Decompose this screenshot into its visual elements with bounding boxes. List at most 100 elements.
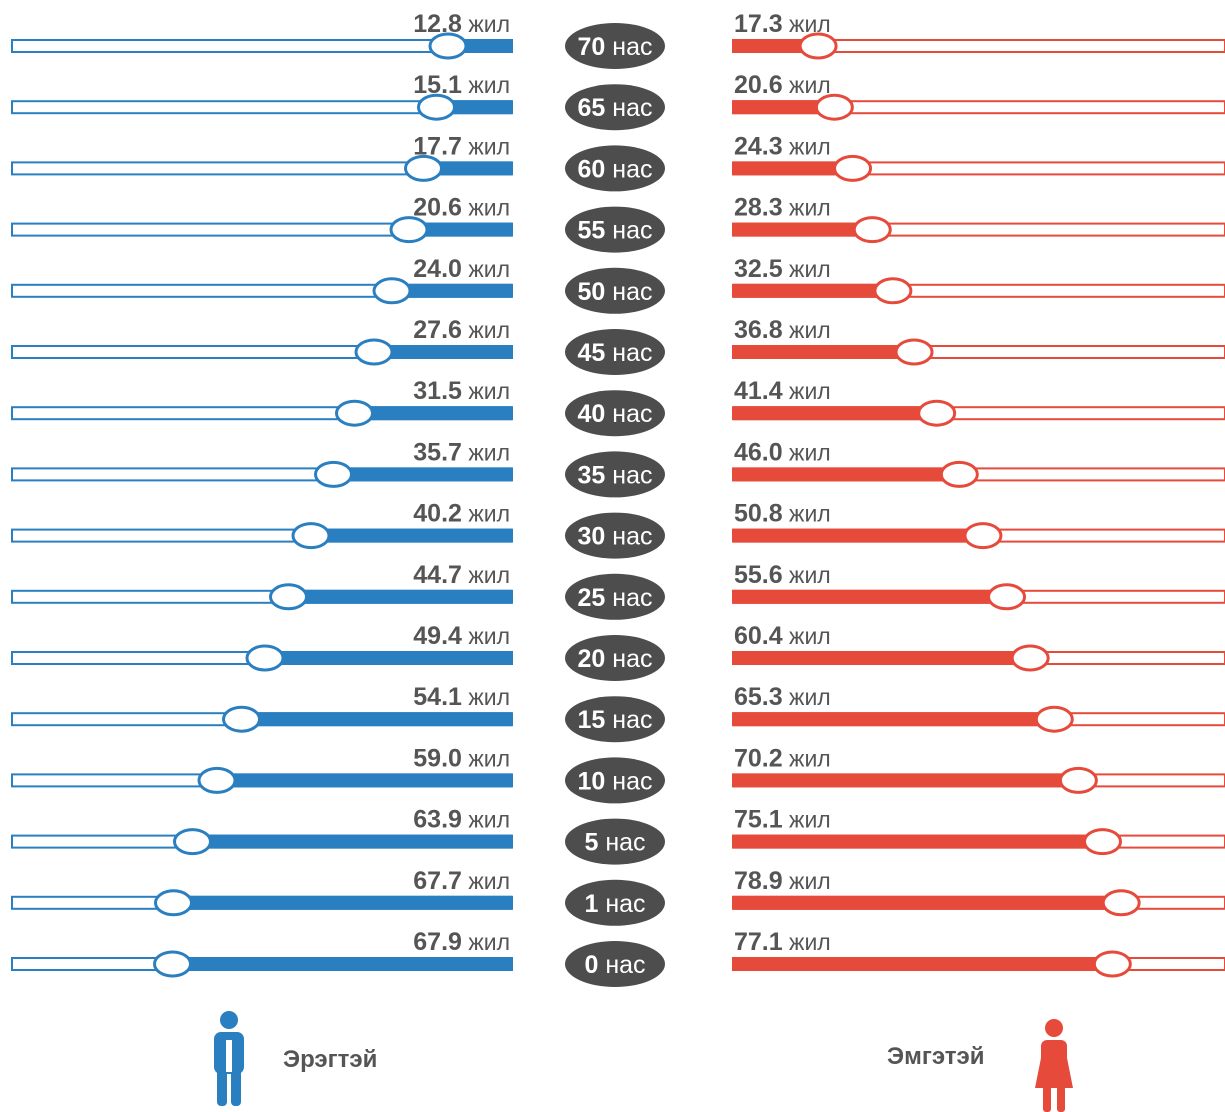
male-knob xyxy=(269,583,308,611)
male-knob xyxy=(154,889,193,917)
age-unit: нас xyxy=(605,33,652,61)
male-value: 27.6 xyxy=(413,316,462,344)
female-unit: жил xyxy=(783,929,831,955)
age-value: 45 xyxy=(578,339,606,367)
male-value: 67.7 xyxy=(413,867,462,895)
age-label: 60 нас xyxy=(578,155,653,183)
female-knob xyxy=(1058,766,1098,794)
age-label: 5 нас xyxy=(584,829,645,857)
male-unit: жил xyxy=(462,72,510,98)
male-value-label: 63.9 жил xyxy=(413,806,510,834)
age-value: 55 xyxy=(578,217,606,245)
age-value: 0 xyxy=(584,951,598,979)
male-unit: жил xyxy=(462,378,510,404)
male-value-label: 24.0 жил xyxy=(413,255,510,283)
row-age-10: 59.0 жил 10 нас 70.2 жил xyxy=(11,744,1225,804)
female-knob xyxy=(987,583,1027,611)
row-age-45: 27.6 жил 45 нас 36.8 жил xyxy=(11,316,1225,375)
row-age-40: 31.5 жил 40 нас 41.4 жил xyxy=(11,377,1225,437)
male-bar xyxy=(217,773,512,788)
row-age-5: 63.9 жил 5 нас 75.1 жил xyxy=(11,806,1225,865)
female-knob xyxy=(1034,705,1074,733)
female-knob xyxy=(833,154,873,182)
male-bar xyxy=(333,467,512,482)
female-knob xyxy=(1092,950,1132,978)
male-bar xyxy=(172,957,512,971)
age-pill xyxy=(565,512,665,559)
row-age-1: 67.7 жил 1 нас 78.9 жил xyxy=(11,867,1225,926)
row-age-25: 44.7 жил 25 нас 55.6 жил xyxy=(11,561,1225,620)
male-knob xyxy=(314,460,353,488)
male-unit: жил xyxy=(462,929,510,955)
male-knob xyxy=(153,950,192,978)
female-unit: жил xyxy=(783,684,831,710)
age-value: 60 xyxy=(578,155,606,183)
female-value: 60.4 xyxy=(734,622,783,650)
age-unit: нас xyxy=(605,523,652,551)
male-unit: жил xyxy=(462,256,510,282)
age-pill xyxy=(565,879,665,926)
male-value-label: 35.7 жил xyxy=(413,438,510,466)
male-unit: жил xyxy=(462,684,510,710)
row-age-15: 54.1 жил 15 нас 65.3 жил xyxy=(11,683,1225,743)
age-label: 55 нас xyxy=(578,217,653,245)
female-unit: жил xyxy=(783,501,831,527)
female-unit: жил xyxy=(783,133,831,159)
female-value-label: 70.2 жил xyxy=(734,744,831,772)
row-age-55: 20.6 жил 55 нас 28.3 жил xyxy=(11,194,1225,253)
age-unit: нас xyxy=(598,951,645,979)
male-knob xyxy=(335,399,374,427)
male-bar xyxy=(311,528,512,543)
female-value-label: 41.4 жил xyxy=(734,377,831,405)
age-pill xyxy=(565,84,665,131)
male-value: 44.7 xyxy=(413,561,462,589)
male-value-label: 40.2 жил xyxy=(413,500,510,528)
age-pill xyxy=(565,941,665,987)
male-value: 17.7 xyxy=(413,132,462,160)
female-value: 77.1 xyxy=(734,928,783,956)
female-bar xyxy=(733,528,983,543)
row-age-0: 67.9 жил 0 нас 77.1 жил xyxy=(11,928,1225,987)
male-value: 59.0 xyxy=(413,744,462,772)
age-value: 50 xyxy=(578,278,606,306)
female-person-icon xyxy=(1035,1019,1073,1112)
female-bar xyxy=(733,589,1007,604)
age-label: 50 нас xyxy=(578,278,653,306)
age-label: 35 нас xyxy=(578,461,653,489)
male-bar xyxy=(409,222,512,237)
male-knob xyxy=(417,93,456,121)
female-value: 70.2 xyxy=(734,744,783,772)
male-knob xyxy=(222,705,261,733)
age-unit: нас xyxy=(605,217,652,245)
male-unit: жил xyxy=(462,195,510,221)
female-value: 17.3 xyxy=(734,10,783,38)
male-value: 67.9 xyxy=(413,928,462,956)
age-value: 65 xyxy=(578,94,606,122)
female-unit: жил xyxy=(783,562,831,588)
male-knob xyxy=(197,766,237,794)
male-value-label: 67.9 жил xyxy=(413,928,510,956)
male-unit: жил xyxy=(462,11,510,37)
female-knob xyxy=(852,216,892,244)
female-value-label: 60.4 жил xyxy=(734,622,831,650)
age-value: 5 xyxy=(584,829,598,857)
female-value: 46.0 xyxy=(734,438,783,466)
age-pill xyxy=(565,451,665,498)
female-value: 75.1 xyxy=(734,806,783,834)
female-knob xyxy=(963,522,1003,550)
female-value-label: 65.3 жил xyxy=(734,683,831,711)
male-person-icon xyxy=(214,1011,244,1106)
female-value: 32.5 xyxy=(734,255,783,283)
female-knob xyxy=(1101,889,1141,917)
female-unit: жил xyxy=(783,378,831,404)
female-unit: жил xyxy=(783,195,831,221)
female-bar xyxy=(733,406,937,421)
female-value-label: 17.3 жил xyxy=(734,10,831,38)
female-bar xyxy=(733,712,1055,727)
male-value: 49.4 xyxy=(413,622,462,650)
female-value-label: 75.1 жил xyxy=(734,806,831,834)
female-bar xyxy=(733,773,1079,788)
row-age-35: 35.7 жил 35 нас 46.0 жил xyxy=(11,438,1225,498)
male-legend-label: Эрэгтэй xyxy=(283,1046,378,1073)
